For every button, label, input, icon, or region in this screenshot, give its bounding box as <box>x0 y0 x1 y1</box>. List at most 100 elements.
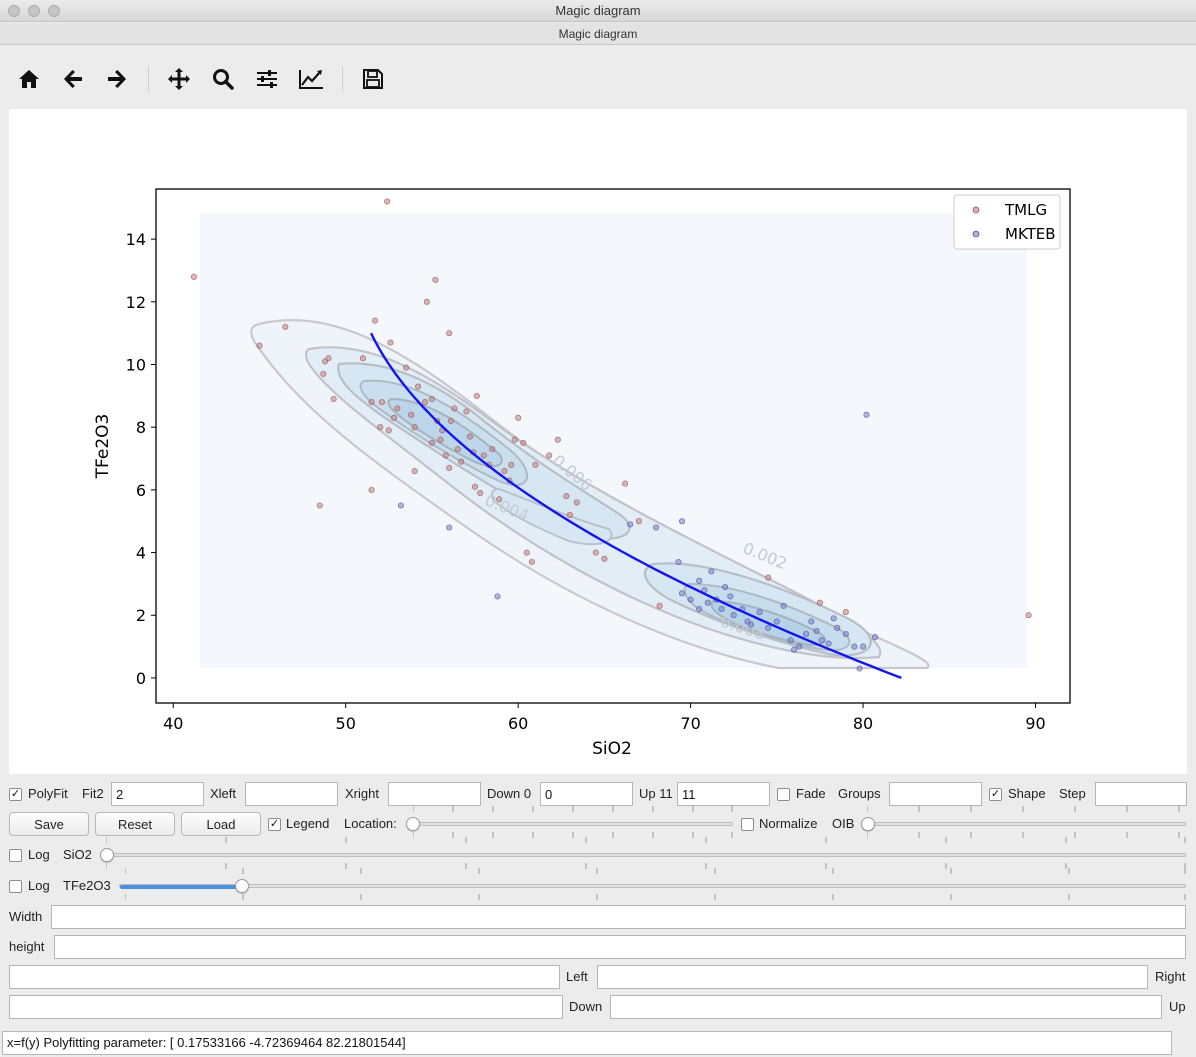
width-input[interactable] <box>51 905 1186 929</box>
back-icon <box>64 70 82 88</box>
legend-marker-mkteb <box>972 230 980 238</box>
up-input[interactable] <box>677 782 770 806</box>
normalize-checkbox[interactable] <box>741 818 754 831</box>
xright-input[interactable] <box>388 782 481 806</box>
legend-checkbox[interactable]: ✓ <box>268 818 281 831</box>
scatter-point-mkteb <box>704 599 711 606</box>
up-label: Up 11 <box>639 786 673 801</box>
forward-icon <box>108 70 126 88</box>
y-tick-label: 10 <box>126 356 146 375</box>
close-window-button[interactable] <box>8 5 20 17</box>
width-label: Width <box>9 909 43 924</box>
control-row-2: Save Reset Load ✓ Legend Location: Norma… <box>0 806 1196 838</box>
scatter-point-mkteb <box>863 411 870 418</box>
fade-checkbox[interactable] <box>777 788 790 801</box>
tfe2o3-slider-track[interactable] <box>119 884 1186 888</box>
scatter-point-mkteb <box>696 577 703 584</box>
scatter-point-tmlg <box>415 383 422 390</box>
tfe2o3-slider-fill <box>120 885 243 889</box>
down-offset-input[interactable] <box>9 995 563 1019</box>
zoom-window-button[interactable] <box>48 5 60 17</box>
save-figure-button[interactable] <box>356 62 390 96</box>
left-input[interactable] <box>9 965 560 989</box>
up-offset-input[interactable] <box>610 995 1162 1019</box>
log-sio2-checkbox[interactable] <box>9 849 22 862</box>
oib-slider-thumb[interactable] <box>861 817 875 831</box>
scatter-point-tmlg <box>566 511 573 519</box>
location-slider-track[interactable] <box>410 822 733 826</box>
oib-slider-track[interactable] <box>864 822 1186 826</box>
configure-subplots-icon <box>257 70 277 88</box>
groups-input[interactable] <box>889 782 982 806</box>
down-input[interactable] <box>540 782 633 806</box>
shape-label: Shape <box>1008 786 1046 801</box>
edit-axis-button[interactable] <box>294 62 328 96</box>
zoom-button[interactable] <box>206 62 240 96</box>
scatter-point-tmlg <box>385 427 392 434</box>
up-offset-label: Up <box>1169 999 1186 1014</box>
fit2-input[interactable] <box>111 782 204 806</box>
sio2-axis-label: SiO2 <box>63 847 92 862</box>
reset-button[interactable]: Reset <box>95 812 175 836</box>
forward-button[interactable] <box>100 62 134 96</box>
save-figure-icon <box>363 69 383 89</box>
scatter-point-mkteb <box>730 612 737 619</box>
scatter-point-mkteb <box>718 605 725 613</box>
scatter-point-tmlg <box>371 317 379 324</box>
polyfit-checkbox[interactable]: ✓ <box>9 788 22 801</box>
log-tfe2o3-checkbox[interactable] <box>9 880 22 893</box>
tfe2o3-slider-thumb[interactable] <box>234 879 249 893</box>
scatter-point-tmlg <box>408 411 415 418</box>
sio2-slider-thumb[interactable] <box>100 848 114 862</box>
back-button[interactable] <box>56 62 90 96</box>
down-offset-label: Down <box>569 999 603 1014</box>
scatter-point-tmlg <box>451 405 458 412</box>
scatter-point-tmlg <box>390 414 398 421</box>
location-slider-thumb[interactable] <box>406 817 420 831</box>
step-input[interactable] <box>1095 782 1187 806</box>
scatter-point-tmlg <box>316 502 323 509</box>
location-slider-ticks <box>413 806 733 812</box>
scatter-point-tmlg <box>368 486 375 493</box>
height-label: height <box>9 939 45 954</box>
y-tick-label: 4 <box>136 544 146 563</box>
scatter-point-tmlg <box>437 436 444 443</box>
scatter-point-tmlg <box>496 496 503 503</box>
fit2-label: Fit2 <box>82 786 104 801</box>
scatter-point-tmlg <box>428 395 435 403</box>
legend-label-mkteb: MKTEB <box>1005 225 1056 243</box>
pan-button[interactable] <box>162 62 196 96</box>
configure-subplots-button[interactable] <box>250 62 284 96</box>
scatter-point-mkteb <box>803 630 810 638</box>
scatter-point-tmlg <box>411 424 418 431</box>
window-subtitle: Magic diagram <box>558 27 638 41</box>
load-button[interactable]: Load <box>181 812 261 836</box>
shape-checkbox[interactable]: ✓ <box>989 788 1002 801</box>
scatter-point-mkteb <box>818 637 825 644</box>
control-row-3: Log SiO2 <box>0 837 1196 869</box>
scatter-point-tmlg <box>432 276 439 283</box>
sio2-slider-track[interactable] <box>103 853 1186 857</box>
save-button[interactable]: Save <box>9 812 89 836</box>
scatter-point-tmlg <box>546 452 553 459</box>
pan-icon <box>168 68 190 90</box>
scatter-point-tmlg <box>330 395 337 403</box>
oib-slider-ticks <box>867 806 1180 812</box>
home-button[interactable] <box>12 62 46 96</box>
right-input[interactable] <box>597 965 1148 989</box>
control-row-1: ✓ PolyFit Fit2 Xleft Xright Down 0 Up 11… <box>0 782 1196 808</box>
polyfit-status-field[interactable]: x=f(y) Polyfitting parameter: [ 0.175331… <box>2 1031 1172 1055</box>
minimize-window-button[interactable] <box>28 5 40 17</box>
location-slider-ticks-bottom <box>413 832 733 838</box>
y-tick-label: 8 <box>136 418 146 437</box>
height-input[interactable] <box>54 935 1186 959</box>
xleft-input[interactable] <box>245 782 338 806</box>
oib-slider-ticks-bottom <box>867 832 1180 838</box>
scatter-point-mkteb <box>773 618 780 625</box>
navigation-toolbar <box>0 46 1196 108</box>
location-label: Location: <box>344 816 397 831</box>
scatter-point-mkteb <box>860 643 867 650</box>
scatter-point-tmlg <box>1025 612 1032 619</box>
